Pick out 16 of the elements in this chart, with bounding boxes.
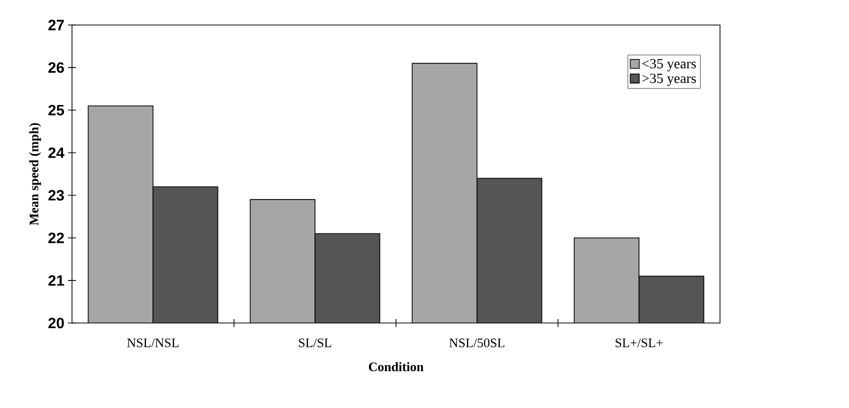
x-axis-title: Condition bbox=[368, 362, 424, 372]
legend-label: >35 years bbox=[642, 74, 696, 86]
y-axis-title: Mean speed (mph) bbox=[29, 123, 42, 226]
y-tick-label: 21 bbox=[48, 275, 64, 286]
x-tick-label: NSL/NSL bbox=[127, 338, 178, 348]
x-tick-label: SL+/SL+ bbox=[616, 338, 663, 348]
y-tick-label: 22 bbox=[48, 232, 64, 244]
x-tick-label: SL/SL bbox=[298, 338, 332, 348]
y-tick-label: 25 bbox=[48, 104, 64, 116]
x-tick-label: NSL/50SL bbox=[449, 338, 504, 348]
y-tick-label: 26 bbox=[48, 62, 64, 73]
y-tick-label: 27 bbox=[48, 20, 64, 30]
y-tick-label: 20 bbox=[48, 318, 64, 328]
y-tick-label: 23 bbox=[48, 190, 64, 201]
legend-label: <35 years bbox=[642, 58, 696, 72]
y-tick-label: 24 bbox=[48, 147, 64, 158]
